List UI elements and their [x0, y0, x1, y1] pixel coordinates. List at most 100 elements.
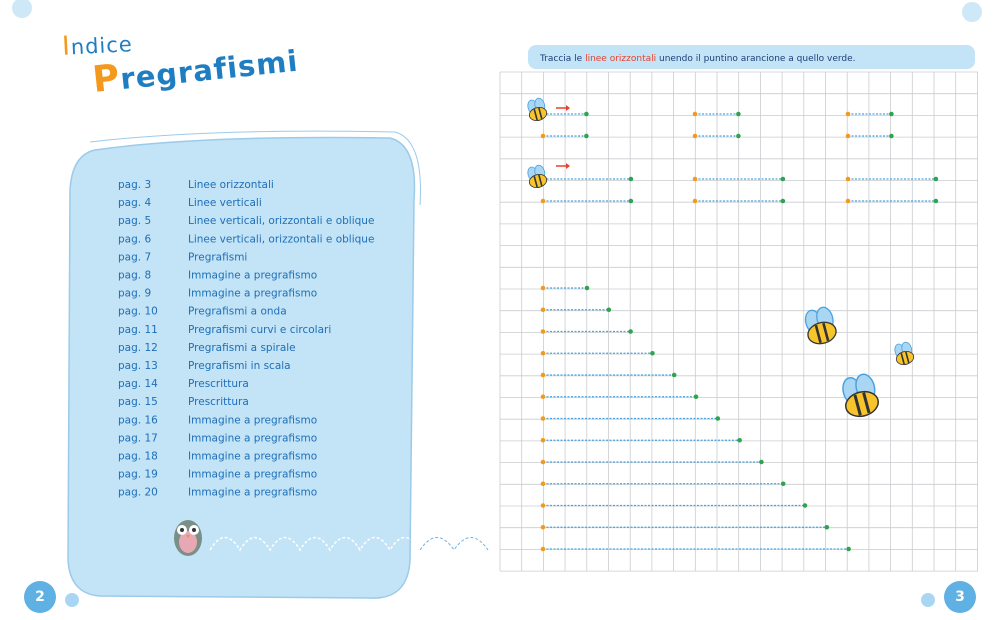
- entry-page: pag. 18: [118, 451, 158, 463]
- entry-page: pag. 10: [118, 306, 158, 318]
- entry-page: pag. 3: [118, 179, 151, 191]
- bee-stripe: [538, 107, 543, 119]
- instruction-text: Traccia le: [539, 54, 585, 64]
- start-dot: [692, 133, 698, 139]
- start-dot: [540, 198, 546, 204]
- entry-title: Pregrafismi a onda: [188, 306, 287, 318]
- bee-stripe: [900, 353, 905, 365]
- entry-page: pag. 20: [118, 487, 158, 499]
- entry-page: pag. 8: [118, 270, 151, 282]
- instruction-banner: [528, 45, 975, 69]
- arrow-head: [566, 163, 570, 169]
- start-dot: [540, 394, 546, 400]
- start-dot: [540, 546, 546, 552]
- entry-page: pag. 6: [118, 233, 151, 245]
- bee: [804, 306, 837, 345]
- instruction: Traccia le linee orizzontali unendo il p…: [539, 54, 856, 64]
- entry-title: Prescrittura: [188, 396, 249, 408]
- arrow-head: [566, 105, 570, 111]
- end-dot: [736, 111, 741, 117]
- grid: [499, 71, 978, 572]
- start-dot: [845, 198, 851, 204]
- end-dot: [736, 133, 741, 139]
- end-dot: [846, 546, 851, 552]
- start-dot: [845, 111, 851, 117]
- index-list: pag. 3 Linee orizzontali pag. 4 Linee verti…: [118, 179, 374, 499]
- entry-title: Linee verticali: [188, 197, 262, 209]
- end-dot: [802, 503, 808, 508]
- bee-stripe: [853, 394, 862, 416]
- start-dot: [540, 329, 546, 334]
- entry-page: pag. 12: [118, 342, 158, 354]
- start-dot: [540, 481, 546, 487]
- bee-stripe: [905, 351, 910, 363]
- end-dot: [628, 329, 633, 334]
- owl: [174, 520, 202, 556]
- decor-dot: [962, 2, 982, 22]
- end-dot: [584, 111, 589, 117]
- end-dot: [933, 198, 939, 204]
- start-dot: [845, 133, 851, 139]
- start-dot: [692, 111, 698, 117]
- entry-page: pag. 5: [118, 215, 151, 227]
- end-dot: [780, 176, 786, 182]
- entry-title: Immagine a pregrafismo: [188, 451, 317, 463]
- page-number: 3: [955, 589, 965, 605]
- start-dot: [540, 350, 546, 356]
- end-dot: [584, 133, 589, 139]
- bee-body: [528, 107, 548, 121]
- end-dot: [889, 133, 894, 139]
- instruction-highlight: linee orizzontali: [585, 54, 656, 64]
- entry-title: Linee orizzontali: [188, 179, 274, 191]
- entry-page: pag. 16: [118, 414, 158, 426]
- end-dot: [650, 350, 655, 356]
- end-dot: [933, 176, 939, 182]
- start-dot: [540, 307, 546, 313]
- end-dot: [824, 524, 830, 530]
- bee: [527, 97, 548, 121]
- end-dot: [780, 198, 786, 204]
- page-badge: [24, 581, 56, 613]
- entry-title: Immagine a pregrafismo: [188, 270, 317, 282]
- bee-body: [528, 174, 548, 188]
- index-panel: [67, 136, 416, 599]
- start-dot: [540, 459, 546, 465]
- bee-body: [845, 390, 879, 418]
- entry-title: Prescrittura: [188, 378, 249, 390]
- entry-page: pag. 17: [118, 432, 158, 444]
- entry-page: pag. 14: [118, 378, 158, 390]
- page-badge: [944, 581, 976, 613]
- end-dot: [628, 198, 634, 204]
- scallop-border: [209, 536, 481, 552]
- entry-page: pag. 19: [118, 469, 158, 481]
- end-dot: [693, 394, 699, 400]
- entry-page: pag. 7: [118, 251, 151, 263]
- entry-page: pag. 15: [118, 396, 158, 408]
- decor-dot: [12, 0, 32, 18]
- bee-stripe: [533, 176, 538, 188]
- entry-page: pag. 13: [118, 360, 158, 372]
- entry-title: Pregrafismi in scala: [188, 360, 291, 372]
- start-dot: [540, 133, 546, 139]
- instruction-text: unendo il puntino arancione a quello ver…: [656, 54, 855, 64]
- bee: [527, 164, 548, 188]
- start-dot: [540, 285, 546, 291]
- entry-page: pag. 11: [118, 324, 158, 336]
- end-dot: [671, 372, 677, 378]
- bee: [894, 341, 915, 365]
- start-dot: [692, 176, 698, 182]
- bee-stripe: [862, 392, 871, 414]
- bee-stripe: [822, 322, 830, 342]
- entry-title: Pregrafismi curvi e circolari: [188, 324, 331, 336]
- bee: [842, 373, 879, 418]
- entry-title: Immagine a pregrafismo: [188, 288, 317, 300]
- start-dot: [845, 176, 851, 182]
- entry-page: pag. 4: [118, 197, 151, 209]
- start-dot: [540, 416, 546, 421]
- entry-title: Pregrafismi a spirale: [188, 342, 296, 354]
- bee-body: [895, 351, 915, 365]
- end-dot: [628, 176, 634, 182]
- start-dot: [540, 524, 546, 530]
